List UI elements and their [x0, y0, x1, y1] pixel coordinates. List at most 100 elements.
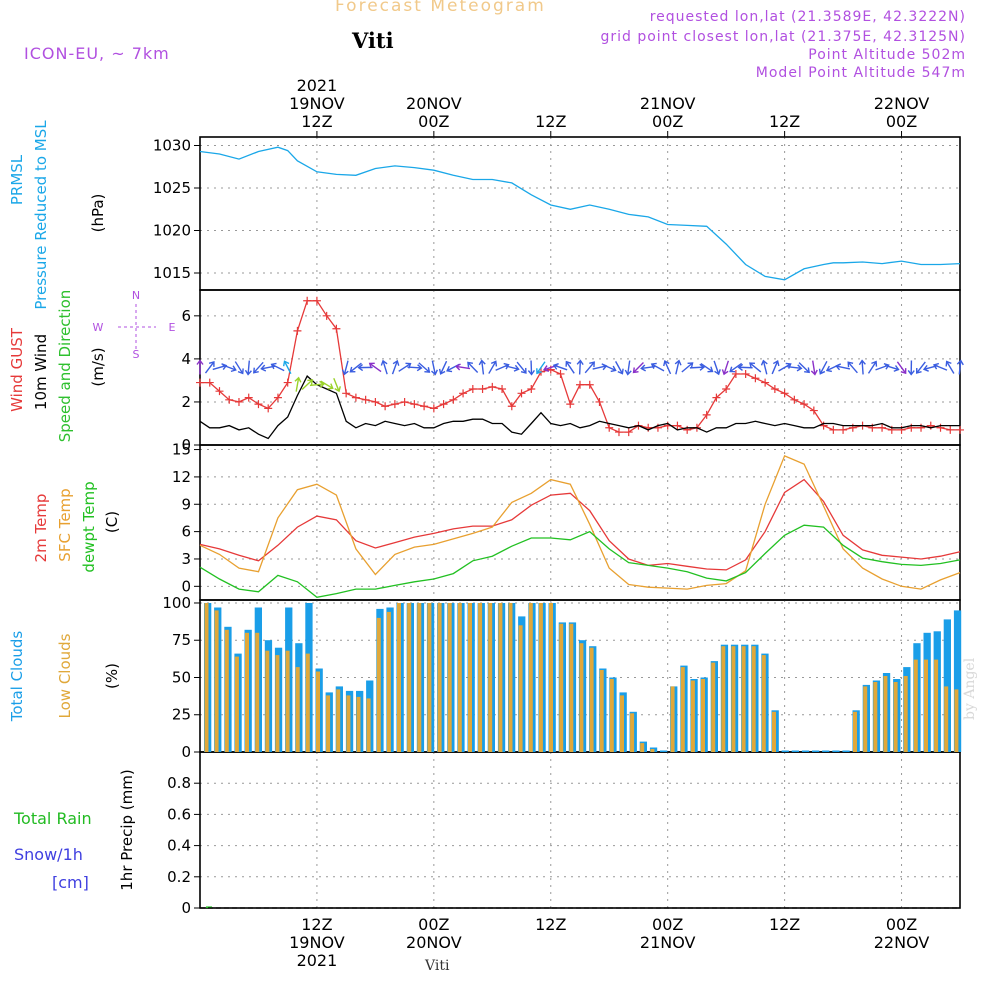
ylabel-sfc: SFC Temp	[56, 488, 74, 561]
x-bottom-label: 12Z	[769, 915, 800, 934]
wind-arrow-head	[490, 360, 498, 367]
legend-total-rain: Total Rain	[13, 809, 92, 828]
gust-marker	[342, 389, 351, 398]
wind-arrow-shaft	[488, 361, 497, 374]
wind-arrow	[576, 359, 584, 375]
low-cloud-bar	[356, 696, 361, 752]
ylabel-pct: (%)	[103, 663, 121, 689]
ytick-label: 12	[172, 468, 191, 486]
wind-arrow	[614, 361, 624, 375]
wind-arrow-head	[357, 364, 364, 372]
wind-arrow-shaft	[204, 361, 215, 374]
x-top-label: 12Z	[301, 112, 332, 131]
ytick-label: 0	[181, 899, 191, 917]
wind-arrow-shaft	[723, 360, 730, 375]
gust-marker	[390, 400, 399, 409]
gust-marker	[809, 406, 818, 415]
temp-line-dewpt-temp	[199, 524, 961, 598]
wind-arrow-head	[260, 364, 267, 372]
wind-arrow-shaft	[771, 360, 779, 375]
wind-arrow	[536, 361, 546, 375]
wind-arrow-head	[446, 365, 453, 373]
wind-arrow	[446, 363, 460, 373]
wind-arrow-shaft	[553, 364, 568, 371]
low-cloud-bar	[336, 689, 341, 752]
wind-arrow-shaft	[664, 360, 672, 375]
gust-marker	[800, 400, 809, 409]
total-cloud-bar	[943, 619, 951, 752]
wind-arrow	[915, 361, 926, 374]
gust-marker	[488, 382, 497, 391]
low-cloud-bar	[883, 676, 888, 752]
ytick-label: 0.4	[167, 837, 191, 855]
wind-arrow	[771, 359, 780, 375]
wind-arrow	[438, 360, 448, 375]
ytick-label: 4	[181, 350, 191, 368]
gust-marker	[283, 378, 292, 387]
wind-arrow	[624, 360, 632, 376]
low-cloud-bar	[589, 647, 594, 752]
wind-arrow-head	[796, 364, 803, 372]
wind-arrow	[729, 362, 743, 373]
low-cloud-bar	[204, 603, 209, 752]
gust-marker	[381, 402, 390, 411]
ytick-label: 1025	[153, 179, 191, 197]
ylabel-2m: 2m Temp	[32, 494, 50, 563]
wind-arrow	[867, 360, 878, 374]
temp-line-2m-temp	[199, 478, 961, 571]
wind-arrow-shaft	[536, 361, 546, 374]
low-cloud-bar	[214, 610, 219, 752]
wind-arrow-head	[847, 361, 854, 368]
total-cloud-bar	[822, 750, 830, 752]
wind-arrow-head	[334, 386, 341, 393]
ytick-label: 50	[172, 668, 191, 686]
wind-arrow-head	[729, 366, 736, 373]
wind-arrow	[309, 380, 326, 388]
wind-arrow-shaft	[309, 383, 324, 387]
ytick-label: 100	[162, 594, 191, 612]
low-cloud-bar	[255, 632, 260, 752]
wind-arrow	[504, 364, 520, 372]
low-cloud-bar	[326, 695, 331, 752]
wind-arrow-shaft	[504, 365, 519, 370]
wind-arrow-shaft	[713, 360, 720, 375]
low-cloud-bar	[903, 676, 908, 752]
wind-arrow-shaft	[729, 362, 743, 373]
low-cloud-bar	[701, 679, 705, 752]
wind-arrow	[467, 361, 479, 374]
gust-marker	[712, 393, 721, 402]
low-cloud-bar	[731, 646, 736, 752]
gust-marker	[244, 393, 253, 402]
model-altitude: Model Point Altitude 547m	[755, 65, 966, 81]
wind-arrow-head	[714, 369, 721, 376]
wind-arrow	[234, 361, 244, 375]
wind-arrow-head	[513, 364, 520, 372]
ylabel-dewpt: dewpt Temp	[80, 481, 98, 572]
wind-arrow-head	[650, 362, 657, 369]
wind-arrow-head	[945, 360, 952, 367]
wind-arrow-head	[825, 365, 832, 373]
ytick-label: 9	[181, 495, 191, 513]
gust-marker	[264, 404, 273, 413]
low-cloud-bar	[670, 686, 675, 752]
wind-arrow-head	[893, 365, 900, 372]
wind-arrow-shaft	[867, 361, 877, 374]
ytick-label: 15	[172, 441, 191, 459]
ylabel-total-clouds: Total Clouds	[8, 631, 26, 723]
wind-arrow-head	[915, 368, 922, 374]
wind-arrow-shaft	[271, 363, 285, 372]
wind-arrow-head	[687, 362, 694, 369]
wind-arrow-shaft	[836, 365, 851, 370]
x-bottom-label: 00Z	[418, 915, 449, 934]
wind-arrow-head	[663, 360, 670, 367]
low-cloud-bar	[538, 603, 543, 752]
wind-arrow-head	[835, 363, 842, 371]
wind-arrow	[945, 360, 955, 374]
ylabel-hpa: (hPa)	[89, 194, 107, 233]
low-cloud-bar	[468, 603, 472, 752]
gust-marker	[273, 393, 282, 402]
wind-arrow-shaft	[958, 360, 962, 375]
wind-arrow-shaft	[812, 360, 816, 375]
gust-marker	[293, 326, 302, 335]
